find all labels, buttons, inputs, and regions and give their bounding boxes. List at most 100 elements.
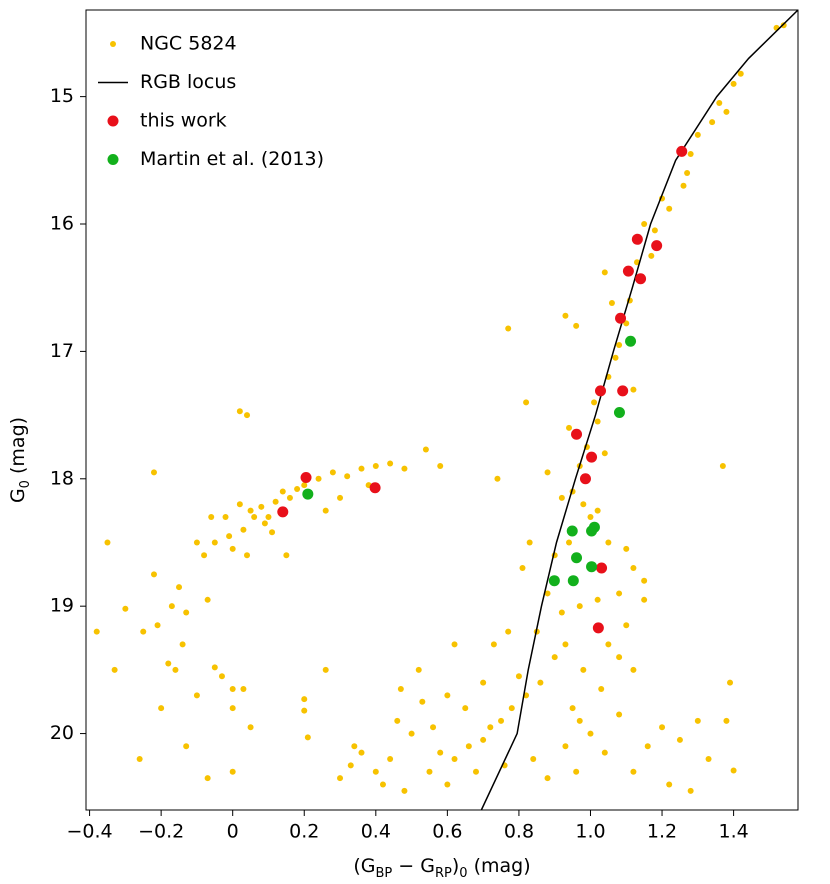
point — [651, 227, 658, 234]
point — [613, 407, 625, 419]
point — [301, 707, 308, 714]
legend-marker — [107, 154, 119, 165]
point — [530, 756, 537, 763]
point — [472, 768, 479, 775]
legend-marker — [107, 115, 119, 127]
point — [596, 562, 608, 574]
point — [136, 756, 143, 763]
xlabel-part: ) — [452, 855, 459, 877]
point — [462, 705, 469, 712]
point — [426, 768, 433, 775]
point — [551, 654, 558, 661]
point — [302, 488, 314, 500]
point — [635, 273, 647, 285]
point — [122, 605, 129, 612]
point — [544, 590, 551, 597]
point — [451, 641, 458, 648]
point — [601, 749, 608, 756]
point — [165, 660, 172, 667]
point — [272, 498, 279, 505]
x-tick-label: 1.4 — [718, 821, 748, 843]
point — [286, 494, 293, 501]
ylabel-part: G — [7, 488, 29, 503]
point — [211, 664, 218, 671]
point — [236, 501, 243, 508]
point — [616, 590, 623, 597]
legend-label: this work — [140, 110, 227, 132]
plot-area — [93, 10, 798, 810]
point — [236, 408, 243, 415]
point — [727, 679, 734, 686]
point — [730, 767, 737, 774]
point — [694, 131, 701, 138]
point — [558, 494, 565, 501]
point — [301, 482, 308, 489]
point — [558, 609, 565, 616]
point — [322, 507, 329, 514]
point — [687, 787, 694, 794]
point — [387, 460, 394, 467]
point — [623, 622, 630, 629]
point — [622, 265, 634, 277]
point — [140, 628, 147, 635]
point — [630, 564, 637, 571]
point — [592, 622, 604, 634]
plot-frame — [85, 9, 799, 811]
point — [631, 233, 643, 245]
point — [508, 705, 515, 712]
point — [586, 561, 598, 573]
point — [480, 679, 487, 686]
point — [401, 465, 408, 472]
point — [240, 526, 247, 533]
point — [684, 170, 691, 177]
point — [494, 475, 501, 482]
x-tick-label: −0.4 — [67, 821, 113, 843]
x-tick-label: 0.2 — [289, 821, 319, 843]
point — [580, 666, 587, 673]
point — [387, 756, 394, 763]
point — [229, 768, 236, 775]
point — [258, 503, 265, 510]
point — [648, 252, 655, 259]
point — [322, 666, 329, 673]
point — [437, 463, 444, 470]
point — [562, 641, 569, 648]
point — [179, 641, 186, 648]
point — [218, 673, 225, 680]
point — [229, 705, 236, 712]
point — [304, 734, 311, 741]
point — [372, 768, 379, 775]
point — [641, 221, 648, 228]
point — [279, 488, 286, 495]
point — [641, 577, 648, 584]
point — [566, 525, 578, 537]
point — [544, 775, 551, 782]
point — [294, 485, 301, 492]
point — [337, 494, 344, 501]
point — [111, 666, 118, 673]
point — [419, 698, 426, 705]
point — [193, 539, 200, 546]
y-tick-label: 18 — [50, 467, 74, 489]
legend-marker — [110, 41, 116, 47]
point — [358, 465, 365, 472]
x-tick-label: 1.2 — [647, 821, 677, 843]
point — [444, 692, 451, 699]
point — [723, 717, 730, 724]
point — [408, 730, 415, 737]
point — [490, 641, 497, 648]
point — [579, 473, 591, 485]
point — [666, 205, 673, 212]
point — [437, 749, 444, 756]
point — [571, 428, 583, 440]
point — [723, 108, 730, 115]
point — [562, 743, 569, 750]
legend-label: RGB locus — [140, 71, 236, 93]
y-tick-label: 15 — [50, 85, 74, 107]
xlabel-part: 0 — [459, 866, 467, 881]
point — [498, 717, 505, 724]
ylabel-part: (mag) — [7, 417, 29, 480]
point — [586, 451, 598, 463]
point — [261, 520, 268, 527]
point — [687, 150, 694, 157]
